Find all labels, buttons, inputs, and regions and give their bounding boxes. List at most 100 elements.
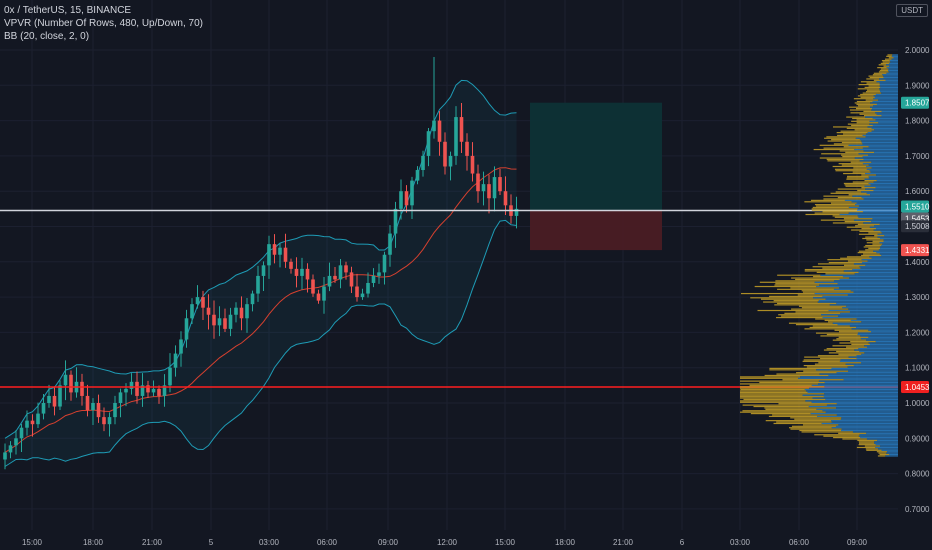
candle-body[interactable] [129, 381, 134, 389]
candle-body[interactable] [487, 184, 491, 199]
candle-body[interactable] [113, 403, 117, 418]
candle-body[interactable] [146, 385, 150, 393]
candle-body[interactable] [245, 304, 249, 319]
candle-body[interactable] [338, 265, 343, 280]
symbol-title[interactable]: 0x / TetherUS, 15, BINANCE [4, 5, 132, 16]
candle-body[interactable] [278, 247, 282, 255]
candle-body[interactable] [333, 275, 337, 280]
bb-upper[interactable] [4, 79, 517, 439]
candle-body[interactable] [432, 120, 436, 132]
candle-body[interactable] [355, 286, 359, 298]
candle-body[interactable] [162, 385, 167, 396]
candle-body[interactable] [426, 131, 431, 156]
candle-body[interactable] [47, 395, 51, 403]
candle-body[interactable] [201, 297, 205, 308]
candle-body[interactable] [316, 293, 321, 301]
candle-body[interactable] [3, 452, 7, 460]
candle-body[interactable] [173, 353, 178, 368]
candle-body[interactable] [470, 155, 475, 174]
candle-body[interactable] [366, 282, 370, 294]
candle-body[interactable] [503, 191, 508, 206]
candle-body[interactable] [217, 318, 222, 326]
candle-body[interactable] [228, 314, 233, 329]
stop-zone[interactable] [530, 210, 662, 251]
candle-body[interactable] [234, 307, 238, 315]
candle-body[interactable] [459, 117, 464, 142]
candle-body[interactable] [250, 293, 255, 305]
candle-body[interactable] [69, 374, 73, 393]
vpvr-indicator-label[interactable]: VPVR (Number Of Rows, 480, Up/Down, 70) [4, 18, 203, 29]
price-label-resistance[interactable]: 1.0453 [905, 383, 930, 392]
candle-body[interactable] [140, 385, 145, 396]
candle-body[interactable] [30, 420, 35, 425]
candle-body[interactable] [184, 318, 189, 340]
candle-body[interactable] [283, 247, 288, 262]
candle-body[interactable] [41, 403, 46, 414]
candle-body[interactable] [344, 265, 348, 273]
candle-body[interactable] [443, 141, 447, 167]
candle-body[interactable] [421, 155, 425, 171]
candle-body[interactable] [382, 254, 387, 273]
candle-body[interactable] [327, 275, 332, 287]
price-label-stop[interactable]: 1.4331 [905, 246, 930, 255]
candle-body[interactable] [465, 141, 469, 156]
candle-body[interactable] [102, 417, 106, 425]
candle-body[interactable] [476, 173, 480, 192]
candle-body[interactable] [58, 385, 62, 407]
candle-body[interactable] [404, 191, 409, 206]
candle-body[interactable] [261, 265, 266, 276]
candle-body[interactable] [223, 318, 227, 329]
candle-body[interactable] [294, 268, 299, 276]
candle-body[interactable] [393, 208, 398, 234]
candle-body[interactable] [410, 180, 414, 206]
candle-body[interactable] [454, 117, 458, 156]
candle-body[interactable] [63, 374, 68, 386]
bb-lower[interactable] [4, 219, 517, 467]
candle-body[interactable] [360, 293, 365, 298]
candle-body[interactable] [305, 268, 310, 280]
candle-body[interactable] [267, 244, 271, 266]
candle-body[interactable] [118, 392, 123, 403]
candle-body[interactable] [377, 272, 381, 276]
candle-body[interactable] [52, 395, 57, 407]
candle-body[interactable] [135, 381, 139, 396]
price-label-last[interactable]: 1.5510 [905, 202, 930, 211]
candle-body[interactable] [14, 438, 18, 446]
candle-body[interactable] [256, 275, 260, 294]
bb-indicator-label[interactable]: BB (20, close, 2, 0) [4, 31, 90, 42]
candle-body[interactable] [300, 268, 304, 276]
target-zone[interactable] [530, 102, 662, 211]
candle-body[interactable] [25, 420, 29, 428]
candle-body[interactable] [415, 170, 420, 181]
candle-body[interactable] [481, 184, 486, 192]
candle-body[interactable] [322, 286, 326, 301]
bb-basis[interactable] [4, 167, 517, 453]
candle-body[interactable] [311, 279, 315, 294]
candle-body[interactable] [8, 445, 13, 453]
candle-body[interactable] [349, 272, 354, 287]
candle-body[interactable] [212, 314, 216, 326]
candle-body[interactable] [190, 304, 194, 319]
candle-body[interactable] [36, 413, 40, 425]
candle-body[interactable] [399, 191, 403, 209]
candle-body[interactable] [96, 403, 101, 418]
candle-body[interactable] [289, 261, 293, 269]
candle-body[interactable] [80, 381, 84, 396]
candle-body[interactable] [85, 395, 90, 411]
candle-body[interactable] [19, 427, 24, 439]
candle-body[interactable] [498, 177, 502, 192]
candle-body[interactable] [195, 297, 200, 305]
candle-body[interactable] [371, 275, 376, 283]
currency-button[interactable]: USDT [896, 4, 928, 17]
candle-body[interactable] [272, 244, 277, 255]
price-label-entry[interactable]: 1.5453 [905, 215, 930, 224]
candle-body[interactable] [91, 403, 95, 411]
candle-body[interactable] [239, 307, 244, 319]
candle-body[interactable] [179, 339, 183, 354]
candle-body[interactable] [388, 233, 392, 255]
candle-body[interactable] [151, 388, 156, 393]
candle-body[interactable] [124, 388, 128, 393]
price-label-level[interactable]: 1.5008 [905, 222, 930, 231]
price-label-target[interactable]: 1.8507 [905, 99, 930, 108]
